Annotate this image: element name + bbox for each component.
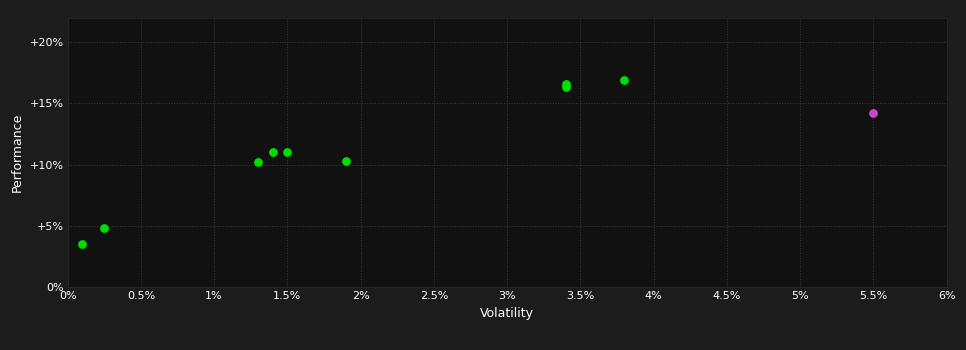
Point [265, 149, 280, 155]
Point [558, 81, 574, 86]
Point [338, 158, 354, 164]
Point [97, 225, 112, 231]
Point [250, 159, 266, 165]
Point [558, 84, 574, 90]
Point [616, 77, 632, 83]
Point [866, 110, 881, 116]
X-axis label: Volatility: Volatility [480, 307, 534, 320]
Point [280, 149, 296, 155]
Y-axis label: Performance: Performance [11, 113, 24, 192]
Point [74, 241, 90, 247]
